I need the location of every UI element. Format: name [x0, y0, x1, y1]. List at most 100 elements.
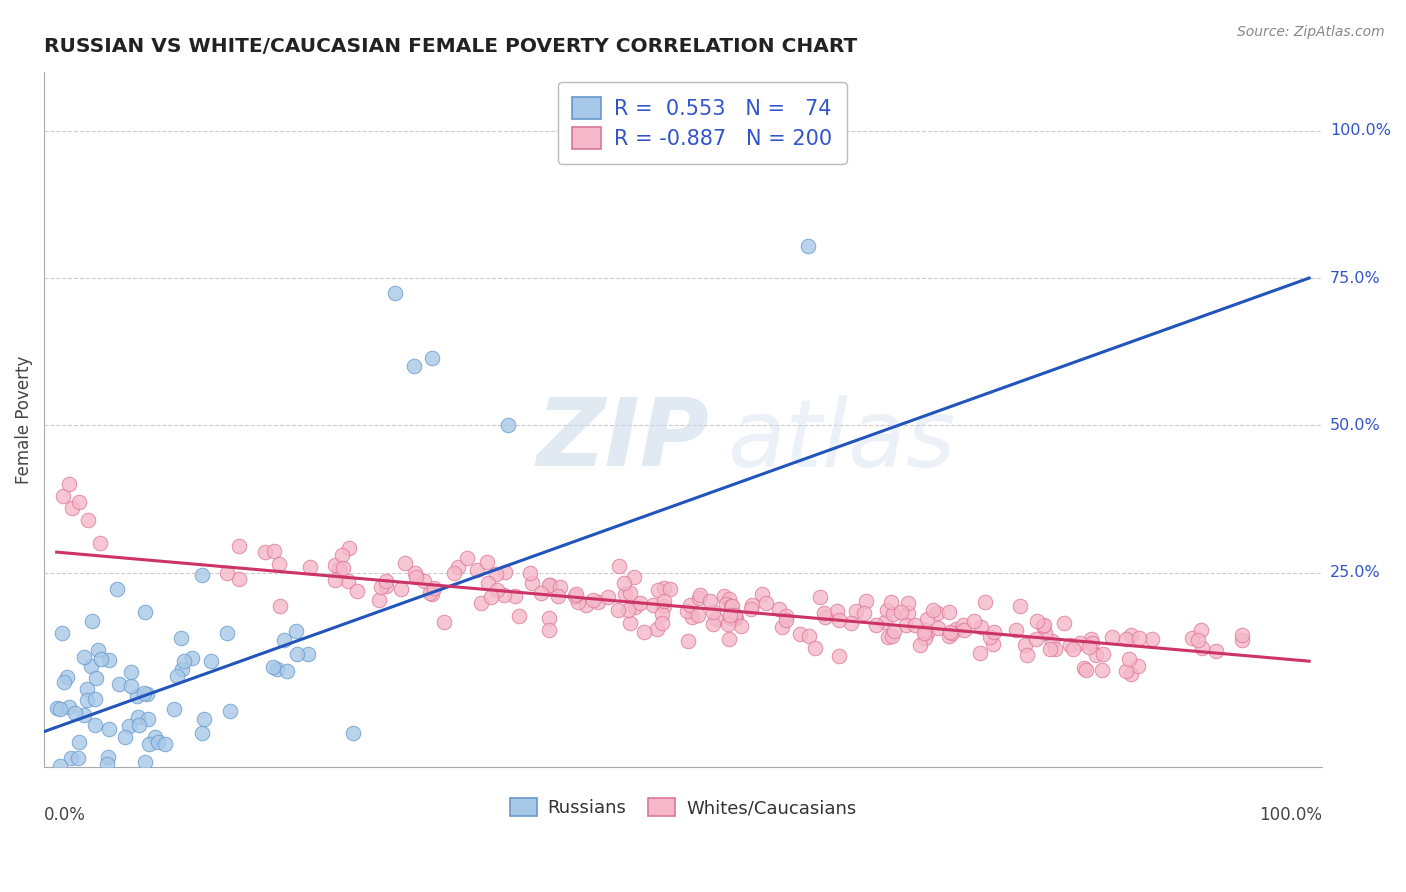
- Point: [1025, 632, 1047, 646]
- Point: [1039, 642, 1062, 657]
- Point: [193, 712, 215, 726]
- Point: [1062, 642, 1084, 657]
- Point: [262, 660, 284, 674]
- Point: [254, 544, 277, 558]
- Point: [925, 606, 948, 620]
- Point: [676, 604, 699, 618]
- Point: [1076, 663, 1098, 677]
- Point: [607, 558, 630, 573]
- Point: [981, 637, 1004, 651]
- Point: [76, 681, 98, 696]
- Point: [58, 477, 80, 491]
- Point: [58, 699, 80, 714]
- Point: [565, 587, 588, 601]
- Point: [114, 730, 136, 744]
- Point: [97, 749, 120, 764]
- Point: [422, 581, 444, 595]
- Point: [873, 615, 896, 629]
- Point: [804, 641, 827, 656]
- Point: [970, 620, 993, 634]
- Point: [938, 605, 960, 619]
- Point: [938, 629, 960, 643]
- Point: [118, 719, 141, 733]
- Point: [628, 596, 651, 610]
- Point: [717, 591, 740, 606]
- Point: [134, 606, 156, 620]
- Point: [337, 541, 360, 555]
- Point: [768, 602, 790, 616]
- Point: [904, 618, 927, 632]
- Point: [945, 622, 967, 636]
- Point: [689, 588, 711, 602]
- Point: [890, 605, 912, 619]
- Point: [537, 578, 560, 592]
- Point: [1004, 623, 1026, 637]
- Point: [389, 582, 412, 596]
- Point: [108, 676, 131, 690]
- Point: [908, 638, 931, 652]
- Point: [548, 580, 571, 594]
- Point: [519, 566, 541, 581]
- Point: [770, 620, 793, 634]
- Point: [166, 669, 188, 683]
- Point: [337, 574, 360, 589]
- Point: [173, 654, 195, 668]
- Point: [606, 603, 628, 617]
- Point: [46, 701, 69, 715]
- Text: 25.0%: 25.0%: [1330, 566, 1381, 581]
- Point: [1205, 644, 1227, 658]
- Point: [927, 621, 949, 635]
- Point: [394, 556, 416, 570]
- Point: [67, 495, 90, 509]
- Point: [730, 618, 752, 632]
- Point: [814, 610, 837, 624]
- Point: [285, 624, 308, 638]
- Point: [77, 784, 100, 798]
- Text: 0.0%: 0.0%: [44, 805, 86, 823]
- Point: [974, 595, 997, 609]
- Point: [623, 570, 645, 584]
- Point: [127, 689, 149, 703]
- Point: [299, 559, 322, 574]
- Point: [647, 583, 669, 598]
- Point: [755, 596, 778, 610]
- Point: [1010, 599, 1032, 613]
- Point: [51, 626, 73, 640]
- Point: [619, 585, 641, 599]
- Text: 100.0%: 100.0%: [1258, 805, 1322, 823]
- Point: [120, 665, 142, 680]
- Point: [456, 551, 478, 566]
- Point: [505, 590, 527, 604]
- Point: [688, 591, 710, 605]
- Point: [1189, 624, 1212, 638]
- Point: [89, 536, 111, 550]
- Point: [538, 577, 561, 591]
- Point: [323, 558, 346, 572]
- Point: [73, 650, 96, 665]
- Point: [404, 566, 426, 580]
- Text: ZIP: ZIP: [536, 394, 709, 486]
- Point: [159, 780, 181, 795]
- Point: [567, 595, 589, 609]
- Point: [883, 624, 905, 638]
- Point: [297, 647, 319, 661]
- Point: [537, 624, 560, 638]
- Point: [724, 607, 747, 622]
- Point: [586, 595, 609, 609]
- Point: [880, 629, 903, 643]
- Point: [90, 652, 112, 666]
- Point: [374, 574, 396, 588]
- Point: [652, 594, 675, 608]
- Point: [49, 702, 72, 716]
- Point: [370, 580, 392, 594]
- Point: [346, 583, 368, 598]
- Point: [613, 587, 636, 601]
- Point: [443, 566, 465, 580]
- Text: RUSSIAN VS WHITE/CAUCASIAN FEMALE POVERTY CORRELATION CHART: RUSSIAN VS WHITE/CAUCASIAN FEMALE POVERT…: [44, 37, 858, 56]
- Point: [1090, 663, 1112, 677]
- Point: [751, 586, 773, 600]
- Point: [77, 513, 100, 527]
- Point: [80, 614, 103, 628]
- Point: [651, 616, 673, 631]
- Point: [718, 611, 741, 625]
